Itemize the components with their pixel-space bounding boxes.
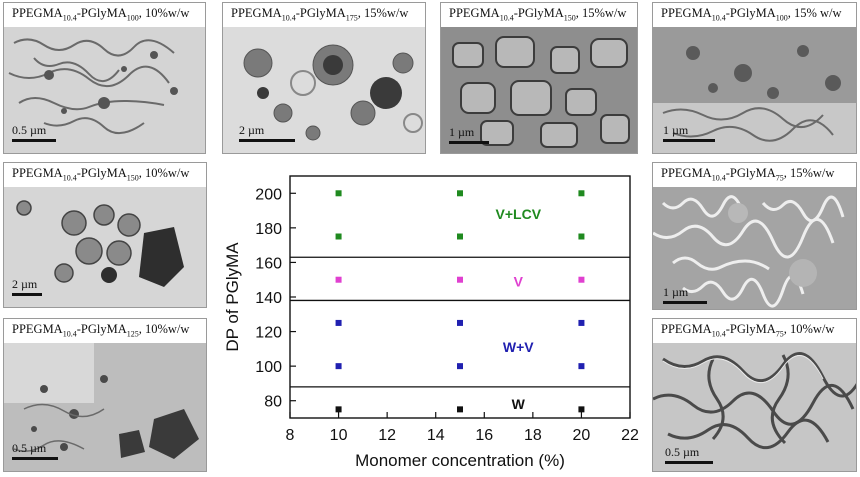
y-tick-label: 180 — [255, 221, 282, 238]
panel-label: PPEGMA10.4-PGlyMA150, 15%w/w — [441, 3, 637, 27]
x-tick-label: 10 — [330, 427, 348, 444]
data-point — [335, 363, 342, 370]
data-point — [335, 319, 342, 326]
micrograph-image — [223, 27, 425, 153]
region-label: V+LCV — [496, 206, 542, 222]
x-axis-label: Monomer concentration (%) — [355, 451, 565, 470]
plot-frame — [289, 175, 631, 419]
data-points — [335, 190, 585, 413]
scale-bar: 2 µm — [239, 123, 295, 142]
axis-ticks: 8 10 12 14 16 18 20 22 80 100 120 140 160 180 200 — [255, 186, 639, 444]
x-tick-label: 14 — [427, 427, 445, 444]
data-point — [578, 276, 585, 283]
micrograph-panel-1: PPEGMA10.4-PGlyMA100, 10%w/w 0.5 µm — [3, 2, 206, 154]
x-tick-label: 12 — [378, 427, 396, 444]
y-tick-label: 160 — [255, 255, 282, 272]
y-tick-label: 120 — [255, 325, 282, 342]
panel-label: PPEGMA10.4-PGlyMA75, 15%w/w — [653, 163, 856, 187]
micrograph-image — [441, 27, 637, 153]
chart-svg: 8 10 12 14 16 18 20 22 80 100 120 140 160 180 200 V+LC… — [223, 175, 639, 470]
panel-label: PPEGMA10.4-PGlyMA150, 10%w/w — [4, 163, 206, 187]
scale-bar: 0.5 µm — [665, 445, 713, 464]
scale-bar: 2 µm — [12, 277, 42, 296]
x-tick-label: 8 — [286, 427, 295, 444]
micrograph-panel-7: PPEGMA10.4-PGlyMA125, 10%w/w 0.5 µm — [3, 318, 207, 472]
x-tick-label: 20 — [573, 427, 591, 444]
y-axis-label: DP of PGlyMA — [223, 242, 242, 352]
micrograph-image — [4, 343, 206, 471]
data-point — [457, 406, 463, 413]
micrograph-image — [4, 187, 206, 307]
data-point — [335, 190, 342, 197]
micrograph-panel-5: PPEGMA10.4-PGlyMA150, 10%w/w 2 µm — [3, 162, 207, 308]
data-point — [335, 233, 342, 240]
panel-label: PPEGMA10.4-PGlyMA75, 10%w/w — [653, 319, 856, 343]
scale-bar: 0.5 µm — [12, 123, 56, 142]
x-tick-label: 18 — [524, 427, 542, 444]
x-tick-label: 16 — [475, 427, 493, 444]
data-point — [335, 276, 342, 283]
micrograph-image — [4, 27, 205, 153]
scale-bar: 1 µm — [449, 125, 489, 144]
y-tick-label: 140 — [255, 290, 282, 307]
micrograph-panel-3: PPEGMA10.4-PGlyMA150, 15%w/w 1 µm — [440, 2, 638, 154]
micrograph-panel-2: PPEGMA10.4-PGlyMA175, 15%w/w 2 µm — [222, 2, 426, 154]
micrograph-image — [653, 343, 856, 471]
panel-label: PPEGMA10.4-PGlyMA100, 15% w/w — [653, 3, 856, 27]
data-point — [457, 276, 463, 283]
scale-bar: 0.5 µm — [12, 441, 58, 460]
region-label: W — [512, 396, 526, 412]
scale-bar: 1 µm — [663, 285, 707, 304]
micrograph-panel-4: PPEGMA10.4-PGlyMA100, 15% w/w 1 µm — [652, 2, 857, 154]
data-point — [578, 190, 585, 197]
micrograph-image — [653, 27, 856, 153]
y-tick-label: 100 — [255, 359, 282, 376]
micrograph-image — [653, 187, 856, 309]
micrograph-panel-8: PPEGMA10.4-PGlyMA75, 10%w/w 0.5 µm — [652, 318, 857, 472]
data-point — [457, 233, 463, 240]
y-tick-label: 200 — [255, 186, 282, 203]
scale-bar: 1 µm — [663, 123, 715, 142]
region-label: W+V — [503, 339, 534, 355]
data-point — [578, 319, 585, 326]
data-point — [578, 233, 585, 240]
data-point — [457, 319, 463, 326]
data-point — [335, 406, 342, 413]
phase-diagram-chart: 8 10 12 14 16 18 20 22 80 100 120 140 160 180 200 V+LC… — [218, 164, 642, 472]
region-labels: V+LCV V W+V W — [496, 206, 542, 412]
data-point — [578, 406, 585, 413]
panel-label: PPEGMA10.4-PGlyMA100, 10%w/w — [4, 3, 205, 27]
phase-boundaries — [290, 256, 630, 388]
region-label: V — [514, 273, 524, 289]
y-tick-label: 80 — [264, 394, 282, 411]
panel-label: PPEGMA10.4-PGlyMA175, 15%w/w — [223, 3, 425, 27]
x-tick-label: 22 — [621, 427, 639, 444]
micrograph-panel-6: PPEGMA10.4-PGlyMA75, 15%w/w 1 µm — [652, 162, 857, 310]
data-point — [578, 363, 585, 370]
data-point — [457, 363, 463, 370]
panel-label: PPEGMA10.4-PGlyMA125, 10%w/w — [4, 319, 206, 343]
data-point — [457, 190, 463, 197]
